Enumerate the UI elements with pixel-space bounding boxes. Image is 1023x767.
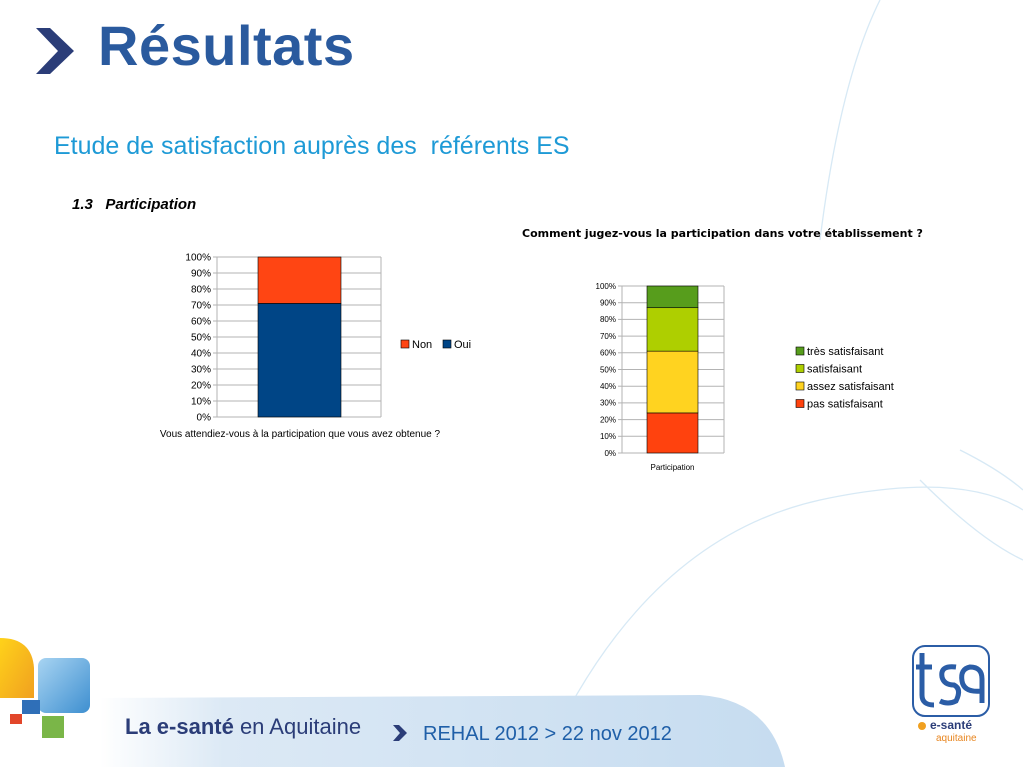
footer-event: REHAL 2012 > 22 nov 2012 [423,723,672,745]
esante-logo-icon [0,638,90,738]
y-tick-label: 60% [191,317,211,328]
bar-segment-satisfaisant [646,307,699,352]
bar-segment-pas-satisfaisant [646,412,699,454]
y-tick-label: 30% [600,399,616,408]
section-heading: 1.3 Participation [72,196,196,213]
y-tick-label: 30% [191,365,211,376]
chart-title: Comment jugez-vous la participation dans… [522,227,923,240]
y-tick-label: 50% [600,365,616,374]
legend-swatch [400,339,410,349]
y-tick-label: 40% [600,382,616,391]
legend-label: Oui [454,339,471,351]
y-tick-label: 40% [191,349,211,360]
y-tick-label: 100% [185,253,211,264]
y-tick-label: 20% [600,415,616,424]
legend-label: pas satisfaisant [807,399,883,411]
y-tick-label: 70% [191,301,211,312]
legend-label: satisfaisant [807,364,862,376]
y-tick-label: 0% [197,413,212,424]
y-tick-label: 70% [600,332,616,341]
bar-segment-très-satisfaisant [646,285,699,309]
dot-icon [918,722,926,730]
y-tick-label: 10% [191,397,211,408]
y-tick-label: 100% [596,282,616,291]
y-tick-label: 20% [191,381,211,392]
y-tick-label: 80% [600,315,616,324]
section-label: Participation [105,196,197,213]
y-tick-label: 0% [604,449,616,458]
tsa-logo-text: e-santé [930,718,973,732]
bar-segment-Oui [257,303,342,418]
footer-band [100,695,785,767]
legend-swatch [442,339,452,349]
tsa-logo-subtext: aquitaine [936,733,977,744]
y-tick-label: 50% [191,333,211,344]
y-tick-label: 60% [600,349,616,358]
footer-brand: La e-santé en Aquitaine [125,714,361,740]
bar-segment-assez-satisfaisant [646,350,699,414]
x-category-label: Participation [650,463,694,472]
chevron-right-icon [36,28,74,74]
page-title: Résultats [98,14,355,77]
y-tick-label: 90% [191,269,211,280]
chevron-right-icon [393,725,407,741]
y-tick-label: 10% [600,432,616,441]
legend-swatch [795,381,805,391]
y-tick-label: 80% [191,285,211,296]
footer-brand-bold: La e-santé [125,714,234,739]
x-axis-label: Vous attendiez-vous à la participation q… [160,429,441,440]
y-tick-label: 90% [600,299,616,308]
legend-label: très satisfaisant [807,346,883,358]
legend-swatch [795,399,805,408]
section-number: 1.3 [72,196,93,213]
bar-segment-Non [257,256,342,304]
page-subtitle: Etude de satisfaction auprès des référen… [54,132,570,160]
legend-swatch [795,346,805,356]
legend-label: Non [412,339,432,351]
legend-swatch [795,364,805,373]
legend-label: assez satisfaisant [807,381,894,393]
tsa-logo-icon [912,645,990,717]
footer-brand-rest: en Aquitaine [233,714,362,739]
